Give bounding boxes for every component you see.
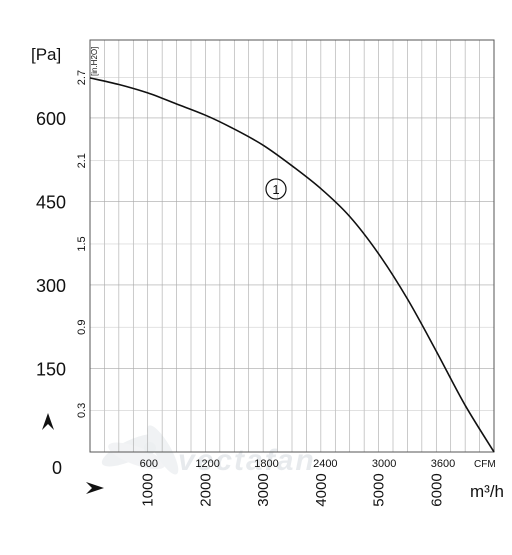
y-tick-label-inh2o: 0.9 bbox=[76, 320, 88, 335]
x-tick-label-cfm: 2400 bbox=[313, 458, 337, 470]
series-label: 1 bbox=[265, 178, 287, 200]
fan-blade-icon bbox=[101, 425, 179, 475]
watermark-text: vectafan bbox=[178, 444, 316, 477]
x-tick-label-cfm: 1800 bbox=[254, 458, 278, 470]
y-axis-right-ticks: 0.3 0.9 1.5 2.1 2.7 bbox=[76, 70, 88, 418]
y-tick-label-pa: 0 bbox=[52, 458, 62, 478]
series-label-number: 1 bbox=[272, 182, 279, 197]
y-tick-label-pa: 450 bbox=[36, 192, 66, 212]
y-tick-label-pa: 600 bbox=[36, 109, 66, 129]
y-tick-label-inh2o: 0.3 bbox=[76, 403, 88, 418]
x-tick-label-m3h: 6000 bbox=[428, 473, 445, 506]
y-tick-label-inh2o: 1.5 bbox=[76, 236, 88, 251]
x-unit-m3h: m³/h bbox=[470, 482, 504, 501]
plot-frame bbox=[89, 39, 495, 453]
x-axis-cfm-ticks: 600 1200 1800 2400 3000 3600 bbox=[140, 458, 456, 470]
x-tick-label-cfm: 1200 bbox=[195, 458, 219, 470]
x-tick-label-m3h: 1000 bbox=[140, 473, 157, 506]
y-tick-label-pa: 150 bbox=[36, 359, 66, 379]
y-tick-label-pa: 300 bbox=[36, 276, 66, 296]
y-unit-right: [in.H2O] bbox=[90, 47, 99, 76]
y-axis-arrow-icon bbox=[42, 413, 54, 430]
watermark-logo: vectafan bbox=[101, 425, 316, 477]
y-unit-left: [Pa] bbox=[31, 45, 61, 64]
x-tick-label-cfm: 3000 bbox=[372, 458, 396, 470]
plot-grid bbox=[90, 40, 494, 452]
x-tick-label-cfm: 3600 bbox=[431, 458, 455, 470]
series-line bbox=[89, 77, 495, 453]
x-tick-label-m3h: 5000 bbox=[371, 473, 388, 506]
x-tick-label-m3h: 4000 bbox=[313, 473, 330, 506]
series-label-circle bbox=[265, 178, 287, 200]
y-tick-label-inh2o: 2.1 bbox=[76, 153, 88, 168]
x-unit-cfm: CFM bbox=[474, 459, 496, 470]
x-axis-m3h-ticks: 1000 2000 3000 4000 5000 6000 bbox=[140, 473, 446, 506]
x-tick-label-m3h: 2000 bbox=[197, 473, 214, 506]
y-tick-label-inh2o: 2.7 bbox=[76, 70, 88, 85]
x-tick-label-m3h: 3000 bbox=[255, 473, 272, 506]
y-axis-left-ticks: 0 150 300 450 600 bbox=[36, 109, 66, 478]
x-tick-label-cfm: 600 bbox=[140, 458, 158, 470]
x-axis-arrow-icon bbox=[86, 482, 104, 494]
